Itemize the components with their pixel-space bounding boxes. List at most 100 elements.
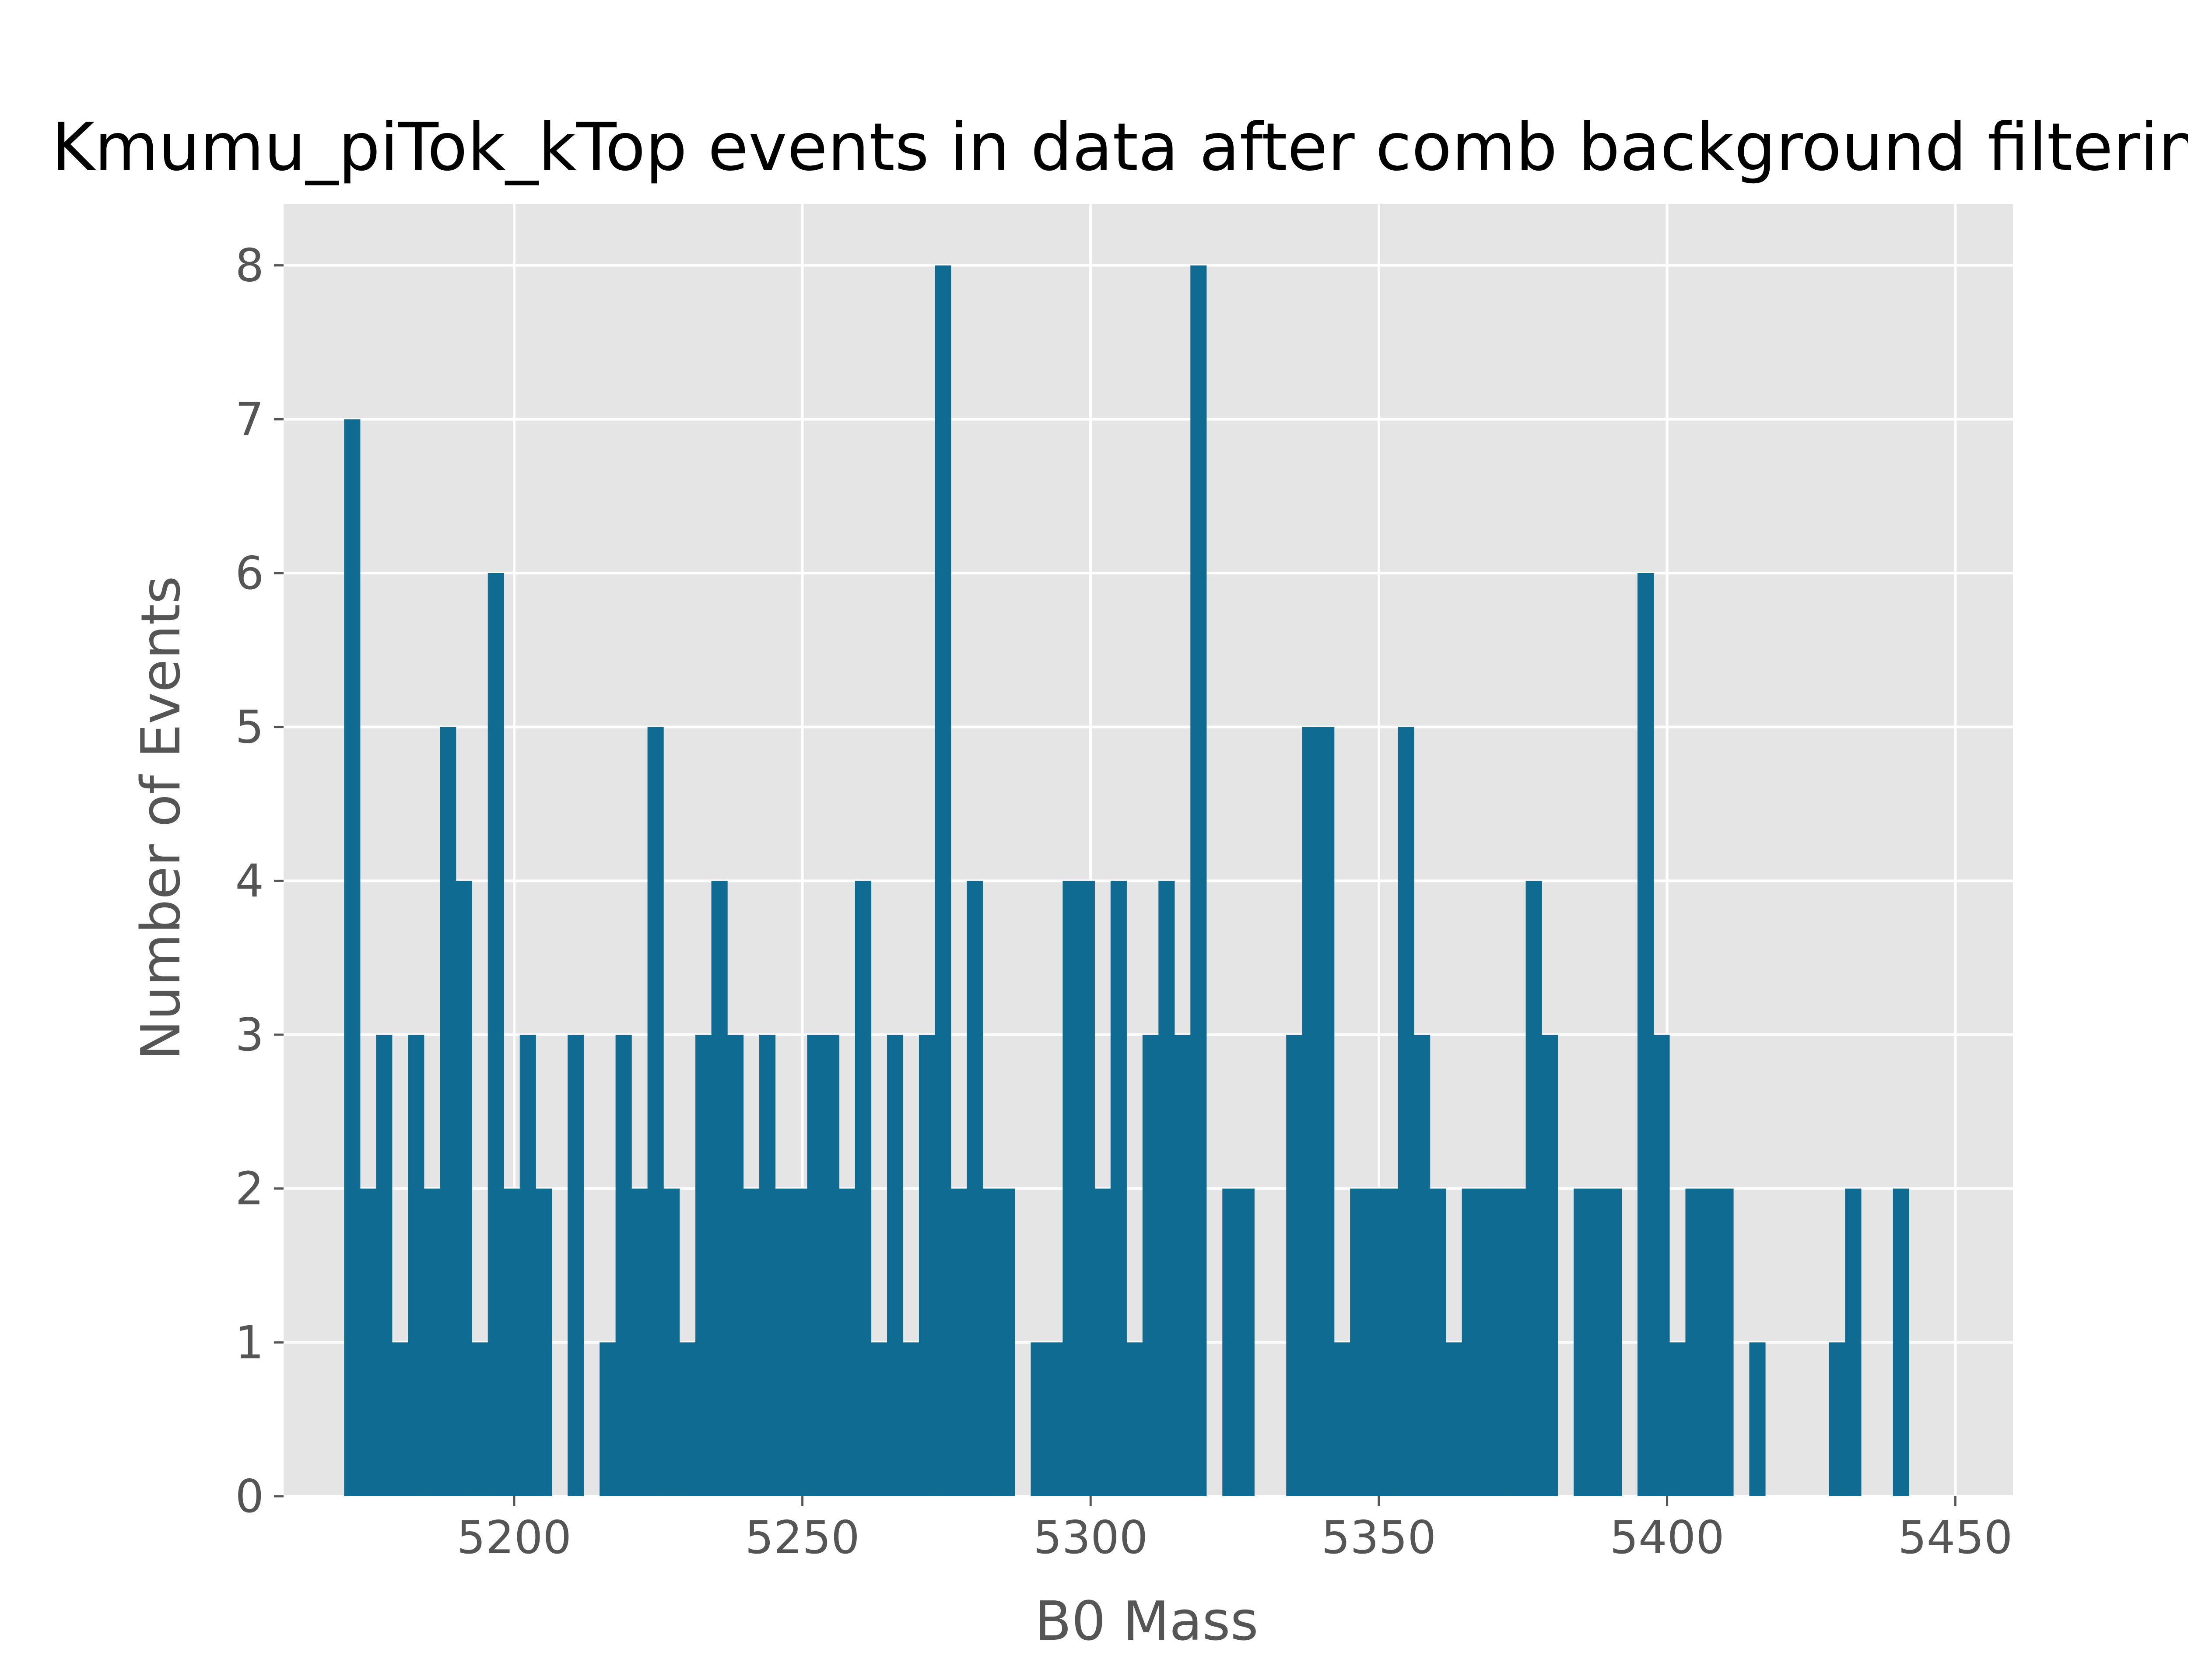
- histogram-bar: [1829, 1342, 1845, 1496]
- histogram-bar: [600, 1342, 616, 1496]
- histogram-bar: [519, 1035, 536, 1496]
- histogram-bar: [663, 1188, 680, 1496]
- x-tick-label: 5200: [457, 1512, 572, 1564]
- histogram-bar: [775, 1188, 792, 1496]
- histogram-bar: [1126, 1342, 1143, 1496]
- histogram-bar: [487, 573, 504, 1496]
- histogram-bar: [1398, 727, 1414, 1496]
- histogram-bar: [392, 1342, 408, 1496]
- histogram-bar: [743, 1188, 760, 1496]
- y-tick-label: 2: [235, 1163, 264, 1215]
- histogram-bar: [1446, 1342, 1462, 1496]
- axis-ticks: 5200 5250 5300 5350 5400 5450 0 1 2 3 4 5 6 7 8: [235, 240, 2013, 1564]
- x-axis-label: B0 Mass: [1034, 1590, 1258, 1653]
- histogram-bar: [1494, 1188, 1510, 1496]
- histogram-bar: [360, 1188, 376, 1496]
- histogram-bar: [344, 419, 361, 1497]
- histogram-bar: [1318, 727, 1335, 1496]
- histogram-bar: [727, 1035, 744, 1496]
- x-tick-label: 5350: [1322, 1512, 1436, 1564]
- histogram-bar: [711, 881, 728, 1496]
- histogram-bar: [1589, 1188, 1606, 1496]
- histogram-bar: [1669, 1342, 1686, 1496]
- histogram-bar: [1893, 1188, 1909, 1496]
- histogram-bar: [1046, 1342, 1063, 1496]
- y-tick-label: 7: [235, 393, 264, 446]
- histogram-bar: [967, 881, 983, 1496]
- histogram-bar: [871, 1342, 887, 1496]
- histogram-bar: [1606, 1188, 1622, 1496]
- histogram-bar: [903, 1342, 919, 1496]
- histogram-bar: [1190, 265, 1207, 1496]
- x-tick-label: 5250: [745, 1512, 860, 1564]
- histogram-bar: [1110, 881, 1127, 1496]
- histogram-bar: [504, 1188, 520, 1496]
- histogram-bar: [1174, 1035, 1191, 1496]
- histogram-bar: [1031, 1342, 1047, 1496]
- x-tick-label: 5400: [1610, 1512, 1725, 1564]
- histogram-bar: [376, 1035, 393, 1496]
- histogram-bar: [615, 1035, 632, 1496]
- histogram-bar: [1462, 1188, 1478, 1496]
- histogram-bar: [679, 1342, 696, 1496]
- y-tick-label: 3: [235, 1009, 264, 1061]
- histogram-bar: [1685, 1188, 1702, 1496]
- histogram-bar: [935, 265, 951, 1496]
- histogram-bar: [1574, 1188, 1590, 1496]
- histogram-bar: [887, 1035, 904, 1496]
- histogram-bar: [695, 1035, 712, 1496]
- histogram-bar: [823, 1035, 840, 1496]
- y-tick-label: 0: [235, 1470, 264, 1523]
- histogram-bar: [568, 1035, 584, 1496]
- histogram-bar: [1094, 1188, 1111, 1496]
- histogram-bar: [855, 881, 872, 1496]
- chart-title: Kmumu_piTok_kTop events in data after co…: [52, 109, 2188, 186]
- histogram-bar: [1078, 881, 1095, 1496]
- histogram-bar: [1478, 1188, 1494, 1496]
- histogram-bar: [1334, 1342, 1350, 1496]
- histogram-bar: [472, 1342, 488, 1496]
- histogram-bar: [1238, 1188, 1255, 1496]
- histogram-bar: [1637, 573, 1654, 1496]
- histogram-bar: [1158, 881, 1175, 1496]
- histogram-bar: [999, 1188, 1015, 1496]
- y-tick-label: 1: [235, 1316, 264, 1369]
- histogram-bar: [631, 1188, 648, 1496]
- histogram-bar: [1350, 1188, 1367, 1496]
- histogram-bar: [536, 1188, 552, 1496]
- x-tick-label: 5300: [1033, 1512, 1148, 1564]
- histogram-bar: [1717, 1188, 1734, 1496]
- bars: [344, 265, 1909, 1497]
- histogram-bar: [1414, 1035, 1431, 1496]
- histogram-bar: [982, 1188, 999, 1496]
- y-tick-label: 4: [235, 855, 264, 907]
- y-tick-label: 5: [235, 701, 264, 754]
- histogram-bar: [408, 1035, 424, 1496]
- histogram-bar: [791, 1188, 808, 1496]
- histogram-bar: [1286, 1035, 1303, 1496]
- histogram-bar: [950, 1188, 968, 1496]
- histogram-bar: [1302, 727, 1318, 1496]
- y-tick-label: 8: [235, 240, 264, 292]
- histogram-bar: [456, 881, 472, 1496]
- histogram-bar: [440, 727, 456, 1496]
- histogram-bar: [1142, 1035, 1159, 1496]
- histogram-bar: [1366, 1188, 1382, 1496]
- histogram-bar: [1653, 1035, 1670, 1496]
- histogram-bar: [1749, 1342, 1766, 1496]
- histogram-bar: [1222, 1188, 1239, 1496]
- histogram-bar: [1701, 1188, 1718, 1496]
- histogram-bar: [919, 1035, 936, 1496]
- y-axis-label: Number of Events: [130, 576, 193, 1060]
- histogram-bar: [1510, 1188, 1526, 1496]
- histogram-bar: [807, 1035, 824, 1496]
- histogram-bar: [1382, 1188, 1399, 1496]
- histogram-bar: [1430, 1188, 1446, 1496]
- histogram-bar: [839, 1188, 856, 1496]
- histogram-bar: [647, 727, 664, 1496]
- y-tick-label: 6: [235, 547, 264, 600]
- x-tick-label: 5450: [1898, 1512, 2013, 1564]
- histogram-bar: [759, 1035, 776, 1496]
- histogram-bar: [1845, 1188, 1862, 1496]
